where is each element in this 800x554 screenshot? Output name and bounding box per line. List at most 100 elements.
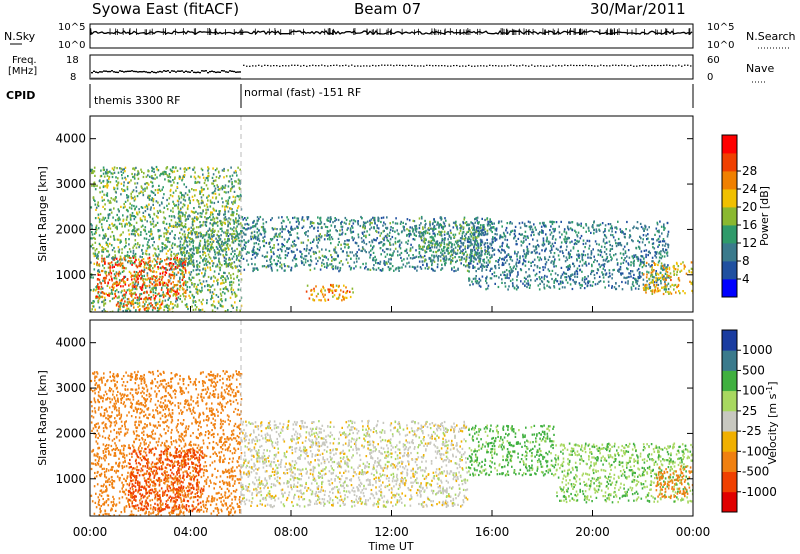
data-cell	[120, 170, 122, 173]
data-cell	[169, 188, 172, 191]
nave-point	[447, 65, 449, 67]
data-cell	[312, 222, 315, 225]
data-cell	[307, 259, 309, 263]
nave-point	[243, 64, 245, 66]
data-cell	[265, 255, 267, 258]
data-cell	[115, 180, 118, 183]
data-cell	[200, 301, 203, 304]
data-cell	[118, 295, 120, 298]
data-cell	[262, 222, 265, 225]
data-cell	[241, 216, 244, 219]
data-cell	[176, 303, 179, 306]
data-cell	[103, 198, 105, 201]
data-cell	[491, 255, 493, 258]
data-cell	[177, 271, 179, 274]
data-cell	[142, 215, 145, 218]
data-cell	[304, 261, 307, 264]
data-cell	[567, 265, 569, 268]
data-cell	[374, 222, 376, 225]
data-cell	[576, 270, 579, 273]
data-cell	[330, 218, 332, 221]
data-cell	[207, 167, 210, 170]
data-cell	[373, 216, 376, 220]
data-cell	[152, 254, 155, 257]
data-cell	[383, 239, 385, 242]
data-cell	[357, 236, 360, 239]
data-cell	[398, 269, 400, 272]
data-cell	[133, 215, 136, 218]
data-cell	[199, 190, 201, 193]
data-cell	[640, 275, 642, 278]
data-cell	[131, 190, 134, 193]
data-cell	[390, 262, 392, 265]
data-cell	[465, 257, 468, 260]
data-cell	[217, 188, 220, 191]
data-cell	[189, 273, 191, 276]
data-cell	[238, 279, 240, 282]
data-cell	[228, 180, 231, 183]
data-cell	[450, 253, 453, 256]
data-cell	[154, 302, 157, 305]
data-cell	[415, 230, 418, 233]
data-cell	[306, 216, 308, 219]
freq-point	[189, 71, 191, 73]
data-cell	[350, 219, 353, 222]
data-cell	[360, 237, 363, 240]
nave-hi: 60	[707, 55, 720, 66]
data-cell	[94, 308, 96, 311]
data-cell	[216, 283, 219, 286]
data-cell	[200, 186, 203, 189]
data-cell	[627, 282, 629, 285]
data-cell	[386, 226, 389, 229]
data-cell	[461, 237, 463, 240]
data-cell	[412, 254, 414, 257]
nave-point	[486, 65, 488, 67]
data-cell	[187, 217, 190, 220]
data-cell	[435, 246, 438, 249]
data-cell	[154, 193, 156, 196]
data-cell	[232, 288, 235, 291]
data-cell	[156, 260, 158, 264]
data-cell	[369, 228, 371, 231]
data-cell	[199, 231, 202, 234]
data-cell	[401, 230, 403, 233]
data-cell	[148, 230, 150, 233]
data-cell	[185, 168, 188, 171]
data-cell	[130, 289, 132, 292]
data-cell	[90, 310, 92, 312]
data-cell	[204, 269, 207, 272]
data-cell	[100, 223, 103, 226]
data-cell	[184, 167, 186, 170]
data-cell	[169, 290, 171, 293]
data-cell	[197, 200, 200, 203]
data-cell	[238, 214, 240, 217]
data-cell	[528, 243, 531, 246]
data-cell	[176, 256, 178, 259]
data-cell	[130, 192, 132, 195]
data-cell	[279, 232, 281, 235]
data-cell	[196, 233, 198, 236]
data-cell	[124, 166, 127, 169]
data-cell	[193, 285, 195, 288]
data-cell	[427, 228, 429, 231]
data-cell	[200, 234, 203, 237]
data-cell	[126, 185, 129, 189]
nave-point	[375, 65, 377, 67]
data-cell	[130, 260, 133, 263]
data-cell	[223, 167, 225, 171]
data-cell	[140, 168, 142, 171]
data-cell	[141, 274, 143, 278]
data-cell	[91, 184, 93, 187]
data-cell	[177, 195, 180, 198]
data-cell	[111, 285, 113, 288]
data-cell	[439, 245, 441, 248]
data-cell	[262, 225, 265, 228]
data-cell	[271, 227, 274, 230]
data-cell	[241, 224, 243, 227]
data-cell	[145, 306, 147, 309]
data-cell	[449, 257, 451, 261]
data-cell	[113, 277, 116, 280]
data-cell	[98, 234, 101, 237]
data-cell	[135, 230, 138, 233]
data-cell	[447, 250, 449, 253]
